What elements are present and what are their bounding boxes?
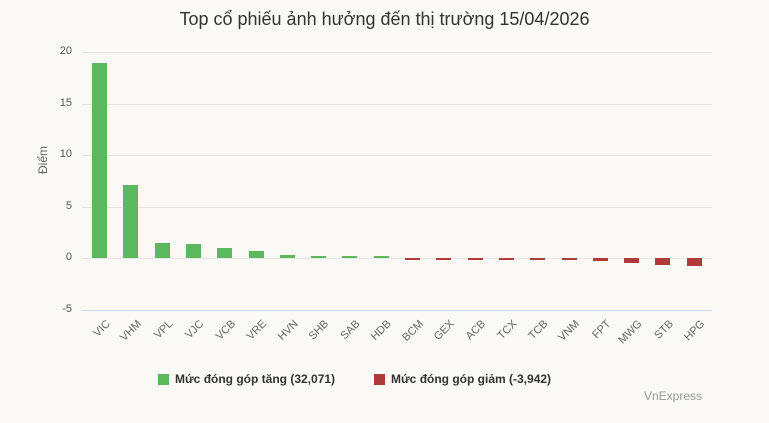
bar-hpg[interactable]	[686, 258, 702, 267]
bar-tcx[interactable]	[498, 258, 514, 260]
bar-vjc[interactable]	[185, 243, 201, 258]
x-tick-label: VPL	[151, 318, 176, 342]
legend-item-negative[interactable]: Mức đóng góp giảm (-3,942)	[374, 372, 551, 386]
y-axis-label: Điểm	[36, 146, 50, 175]
bar-vic[interactable]	[92, 63, 107, 258]
x-tick-label: TCB	[526, 318, 551, 343]
x-tick-label: SAB	[338, 318, 363, 343]
bar-hdb[interactable]	[373, 255, 389, 258]
bar-stb[interactable]	[655, 258, 671, 265]
y-tick-label: 5	[65, 199, 72, 212]
bar-vnm[interactable]	[561, 258, 577, 261]
source-credit: VnExpress	[643, 389, 702, 403]
bar-vcb[interactable]	[217, 247, 233, 258]
legend-label-positive: Mức đóng góp tăng (32,071)	[175, 372, 336, 386]
gridline	[82, 103, 712, 105]
bar-shb[interactable]	[311, 255, 327, 258]
x-tick-label: VNM	[556, 318, 582, 344]
y-tick-label: 15	[59, 96, 72, 109]
x-tick-label: SHB	[307, 318, 332, 343]
x-tick-label: VCB	[213, 318, 238, 343]
x-tick-label: FPT	[590, 318, 614, 342]
x-tick-label: VRE	[244, 318, 269, 343]
x-tick-label: VIC	[91, 318, 113, 340]
bar-vhm[interactable]	[123, 184, 139, 258]
bar-tcb[interactable]	[530, 258, 546, 261]
bar-hvn[interactable]	[279, 254, 295, 258]
x-tick-label: VHM	[118, 318, 144, 344]
x-tick-label: HPG	[681, 318, 708, 344]
bar-acb[interactable]	[467, 258, 483, 260]
gridline	[82, 155, 712, 156]
legend-swatch-negative	[374, 373, 385, 385]
x-tick-label: ACB	[463, 318, 489, 343]
bar-sab[interactable]	[342, 255, 358, 258]
x-tick-label: TCX	[495, 318, 520, 343]
y-tick-label: 10	[59, 148, 72, 160]
bar-fpt[interactable]	[592, 258, 608, 262]
legend-label-negative: Mức đóng góp giảm (-3,942)	[391, 372, 552, 386]
chart-title: Top cổ phiếu ảnh hưởng đến thị trường 15…	[179, 9, 590, 29]
gridline	[82, 206, 712, 208]
x-tick-label: STB	[652, 318, 676, 342]
x-tick-label: MWG	[616, 318, 645, 347]
legend-item-positive[interactable]: Mức đóng góp tăng (32,071)	[158, 372, 335, 386]
x-tick-label: GEX	[431, 318, 457, 343]
bar-gex[interactable]	[436, 258, 452, 260]
gridline	[82, 309, 712, 311]
bar-vpl[interactable]	[154, 242, 170, 258]
y-tick-label: 20	[59, 45, 72, 57]
bar-mwg[interactable]	[624, 258, 640, 263]
x-tick-label: VJC	[183, 318, 207, 342]
bar-vre[interactable]	[248, 250, 264, 258]
bar-bcm[interactable]	[405, 258, 420, 260]
legend-swatch-positive	[158, 373, 169, 385]
y-tick-label: 0	[65, 251, 72, 263]
x-tick-label: BCM	[399, 318, 426, 344]
gridline	[82, 52, 712, 53]
y-tick-label: -5	[62, 302, 72, 315]
gridline	[82, 258, 712, 259]
x-tick-label: HVN	[275, 318, 301, 343]
x-tick-label: HDB	[369, 318, 395, 343]
